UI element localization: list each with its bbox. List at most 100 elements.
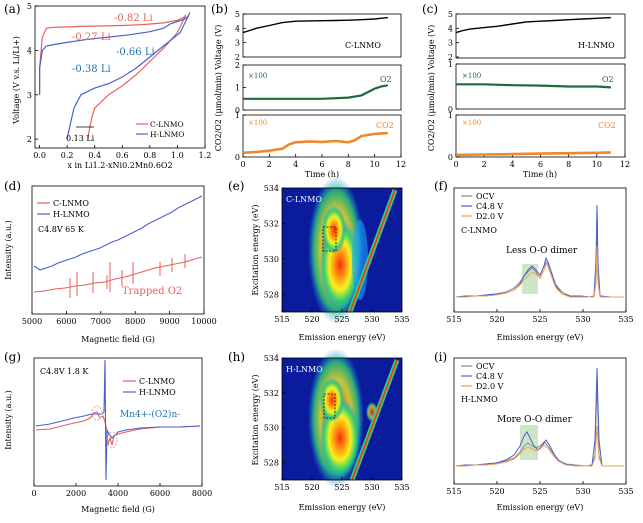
b-xtick-label: 12 — [396, 160, 406, 169]
panel-h-label: (h) — [228, 350, 245, 364]
g-xtick-label: 8000 — [192, 489, 212, 498]
c-xtick-label: 8 — [566, 160, 571, 169]
e-ytick-label: 530 — [264, 255, 279, 264]
h-ytick-label: 534 — [264, 354, 279, 363]
d-h-lnmo-trace — [33, 195, 203, 271]
h-ytick-label: 532 — [264, 389, 279, 398]
panel-e-label: (e) — [228, 179, 244, 193]
e-xtick-label: 525 — [334, 315, 349, 324]
h-xtick-label: 525 — [334, 483, 349, 492]
h-xtick-label: 530 — [364, 483, 379, 492]
panel-f-plot: 515 520 525 530 535 — [446, 309, 634, 324]
legend-g-h: H-LNMO — [139, 388, 176, 397]
e-xtick-label: 520 — [304, 315, 319, 324]
panel-d-label: (d) — [4, 179, 21, 193]
a-xtick-label: 0.2 — [61, 151, 74, 160]
legend-a-h: H-LNMO — [150, 130, 184, 139]
panel-c-label: (c) — [422, 2, 438, 16]
d-xtick-label: 7000 — [91, 317, 111, 326]
panel-d-plot: 5000 6000 7000 8000 9000 10000 — [22, 311, 217, 326]
f-xtick-label: 520 — [489, 315, 504, 324]
panel-b-ylabel: CO2/O2 (μmol/min) Voltage (V) — [214, 25, 223, 151]
legend-i-ocv: OCV — [476, 362, 495, 371]
a-ytick-label: 5 — [27, 2, 32, 11]
panel-b-o2-name: O2 — [380, 75, 392, 84]
panel-c-volt-frame — [455, 13, 626, 59]
c-xtick-label: 12 — [620, 160, 630, 169]
panel-e-axes: 515 520 525 530 535 528 530 532 534 — [264, 184, 410, 324]
a-series-1 — [38, 12, 191, 140]
panel-h-ylabel: Excitation energy (eV) — [251, 374, 260, 465]
annot-013: 0.13 Li — [66, 134, 95, 143]
panel-f: (f) 515 520 525 530 535 OCV C4.8 V D2.0 V C-… — [434, 179, 634, 342]
e-xtick-label: 515 — [274, 315, 289, 324]
panel-g-xlabel: Magnetic field (G) — [81, 505, 155, 514]
f-xtick-label: 535 — [618, 315, 633, 324]
g-xtick-label: 6000 — [150, 489, 170, 498]
f-xtick-label: 515 — [446, 315, 461, 324]
a-xtick-label: 0.8 — [143, 151, 156, 160]
panel-c-o2-frame — [455, 63, 626, 110]
panel-f-annotation: Less O-O dimer — [506, 246, 578, 256]
panel-g-ylabel: Intensity (a.u.) — [4, 390, 13, 450]
panel-a-frame — [34, 5, 206, 149]
legend-d-h: H-LNMO — [53, 210, 90, 219]
c-co2-ytick-label: 0 — [448, 153, 453, 162]
g-xtick-label: 2000 — [66, 489, 86, 498]
panel-b-xlabel: Time (h) — [305, 170, 339, 179]
h-xtick-label: 520 — [304, 483, 319, 492]
c-xtick-label: 10 — [592, 160, 602, 169]
panel-c-o2-name: O2 — [602, 75, 614, 84]
panel-a-label: (a) — [4, 2, 21, 16]
panel-b-co2-scale: ×100 — [248, 119, 267, 127]
panel-h-heatmap — [308, 348, 400, 488]
b-co2-ytick-label: 0 — [235, 153, 240, 162]
panel-e-heatmap — [308, 176, 395, 324]
b-volt-ytick-label: 5 — [235, 10, 240, 19]
b-o2-ytick-label: 0 — [235, 106, 240, 115]
i-c48-trace — [455, 367, 624, 467]
legend-f-d20: D2.0 V — [476, 212, 504, 221]
panel-h-sample: H-LNMO — [286, 365, 323, 374]
g-xtick-label: 0 — [31, 489, 36, 498]
b-xtick-label: 4 — [293, 160, 298, 169]
legend-i-c48: C4.8 V — [476, 372, 503, 381]
legend-g-c: C-LNMO — [139, 377, 175, 386]
a-ytick-label: 4 — [27, 46, 32, 55]
panel-i-sample: H-LNMO — [461, 395, 498, 404]
i-xtick-label: 535 — [618, 487, 633, 496]
panel-g-plot: 0 2000 4000 6000 8000 — [31, 483, 212, 498]
h-ytick-label: 530 — [264, 424, 279, 433]
panel-c-sample: H-LNMO — [578, 41, 615, 50]
c-xtick-label: 2 — [482, 160, 487, 169]
i-xtick-label: 525 — [532, 487, 547, 496]
b-voltage-line — [242, 16, 388, 34]
panel-f-sample: C-LNMO — [461, 226, 497, 235]
panel-a: (a) 0.0 0.2 0.4 0.6 0.8 1.0 1.2 2 3 4 5 Voltage (V… — [4, 2, 211, 170]
panel-b-o2-scale: ×100 — [248, 72, 267, 80]
panel-h-xlabel: Emission energy (eV) — [299, 503, 386, 512]
e-xtick-label: 535 — [394, 315, 409, 324]
c-co2-ytick-label: 1 — [448, 111, 453, 120]
f-xtick-label: 525 — [532, 315, 547, 324]
b-co2-ytick-label: 1 — [235, 111, 240, 120]
c-xtick-label: 6 — [538, 160, 543, 169]
panel-b-volt-frame — [242, 13, 402, 58]
panel-d: (d) 5000 6000 7000 8000 9000 10000 Intensity … — [4, 179, 217, 344]
panel-h: (h) 515 520 525 530 535 528 530 532 534 H-LNMO E… — [228, 348, 410, 512]
c-volt-ytick-label: 5 — [448, 10, 453, 19]
d-xtick-label: 5000 — [22, 317, 42, 326]
panel-d-ylabel: Intensity (a.u.) — [4, 220, 13, 280]
d-c-lnmo-spikes — [69, 254, 186, 298]
annot-027: -0.27 Li — [72, 32, 111, 43]
panel-g-annotation: Mn4+-(O2)n- — [120, 409, 180, 420]
panel-d-frame — [31, 185, 205, 315]
panel-f-highlight — [522, 264, 538, 294]
c-co2-line — [455, 151, 611, 157]
b-co2-line — [242, 131, 388, 155]
panel-i-xlabel: Emission energy (eV) — [497, 503, 584, 512]
h-xtick-label: 535 — [394, 483, 409, 492]
